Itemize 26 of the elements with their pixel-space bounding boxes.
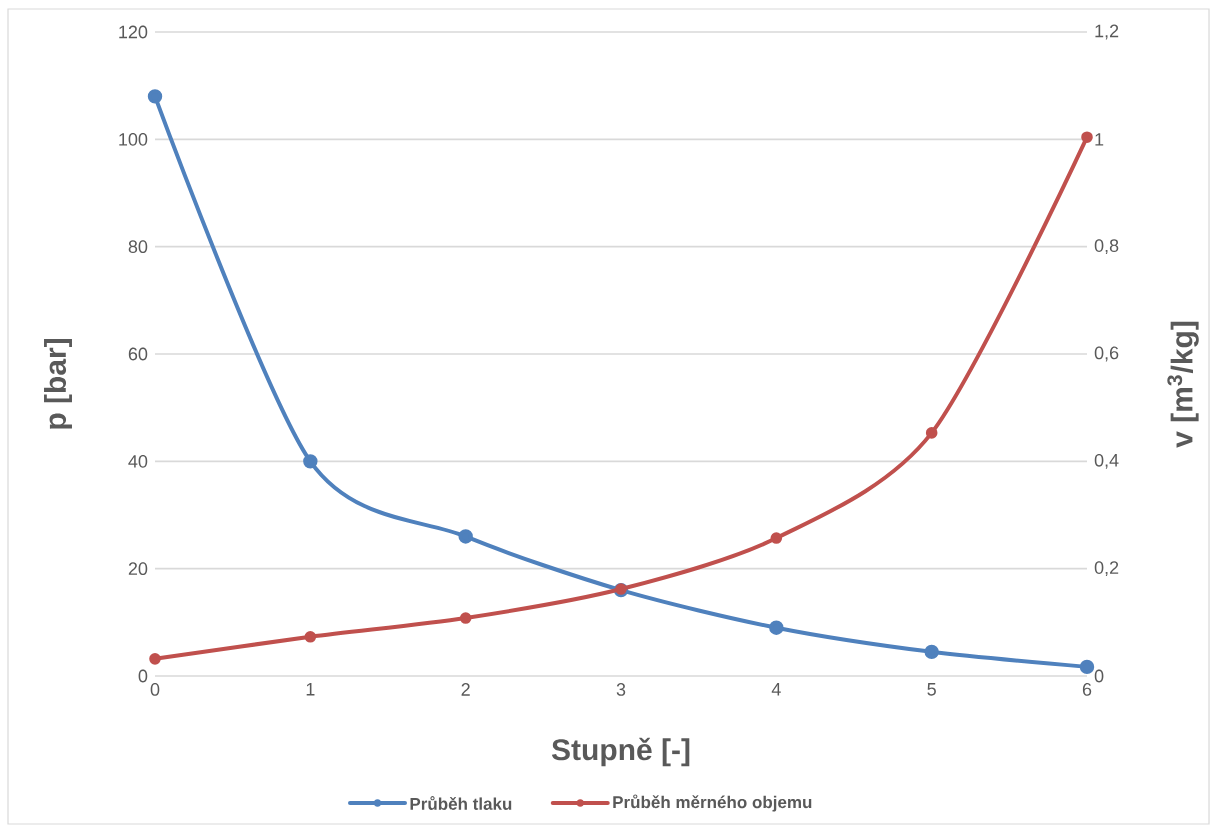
y2-tick-label: 0,8 bbox=[1094, 239, 1119, 255]
x-tick-label: 4 bbox=[771, 683, 781, 696]
legend-label: Průběh tlaku bbox=[410, 796, 512, 810]
legend-label: Průběh měrného objemu bbox=[613, 794, 812, 812]
x-axis-title: Stupně [-] bbox=[551, 737, 690, 767]
x-tick-label: 5 bbox=[927, 683, 936, 696]
y2-tick-label: 0 bbox=[1094, 669, 1104, 683]
x-tick-label: 1 bbox=[306, 683, 315, 696]
y2-tick-label: 0,4 bbox=[1094, 453, 1119, 469]
y-tick-label: 120 bbox=[119, 25, 148, 39]
y-tick-label: 40 bbox=[128, 454, 148, 468]
y-tick-label: 20 bbox=[128, 562, 148, 576]
x-tick-label: 3 bbox=[616, 683, 626, 696]
x-tick-label: 0 bbox=[150, 683, 160, 696]
y-tick-label: 0 bbox=[138, 669, 148, 683]
y2-tick-label: 0,6 bbox=[1094, 346, 1119, 362]
y-axis-title: p [bar] bbox=[44, 339, 72, 429]
x-tick-label: 2 bbox=[461, 683, 470, 696]
x-tick-label: 6 bbox=[1082, 683, 1092, 696]
y-tick-label: 100 bbox=[119, 132, 148, 146]
y2-tick-label: 0,2 bbox=[1094, 561, 1119, 577]
y2-tick-label: 1,2 bbox=[1095, 24, 1119, 40]
y-tick-label: 60 bbox=[128, 347, 148, 361]
y2-tick-label: 1 bbox=[1095, 133, 1104, 146]
y2-axis-title: v [m$^{3}$/kg] bbox=[1167, 321, 1199, 448]
y-tick-label: 80 bbox=[128, 240, 148, 254]
